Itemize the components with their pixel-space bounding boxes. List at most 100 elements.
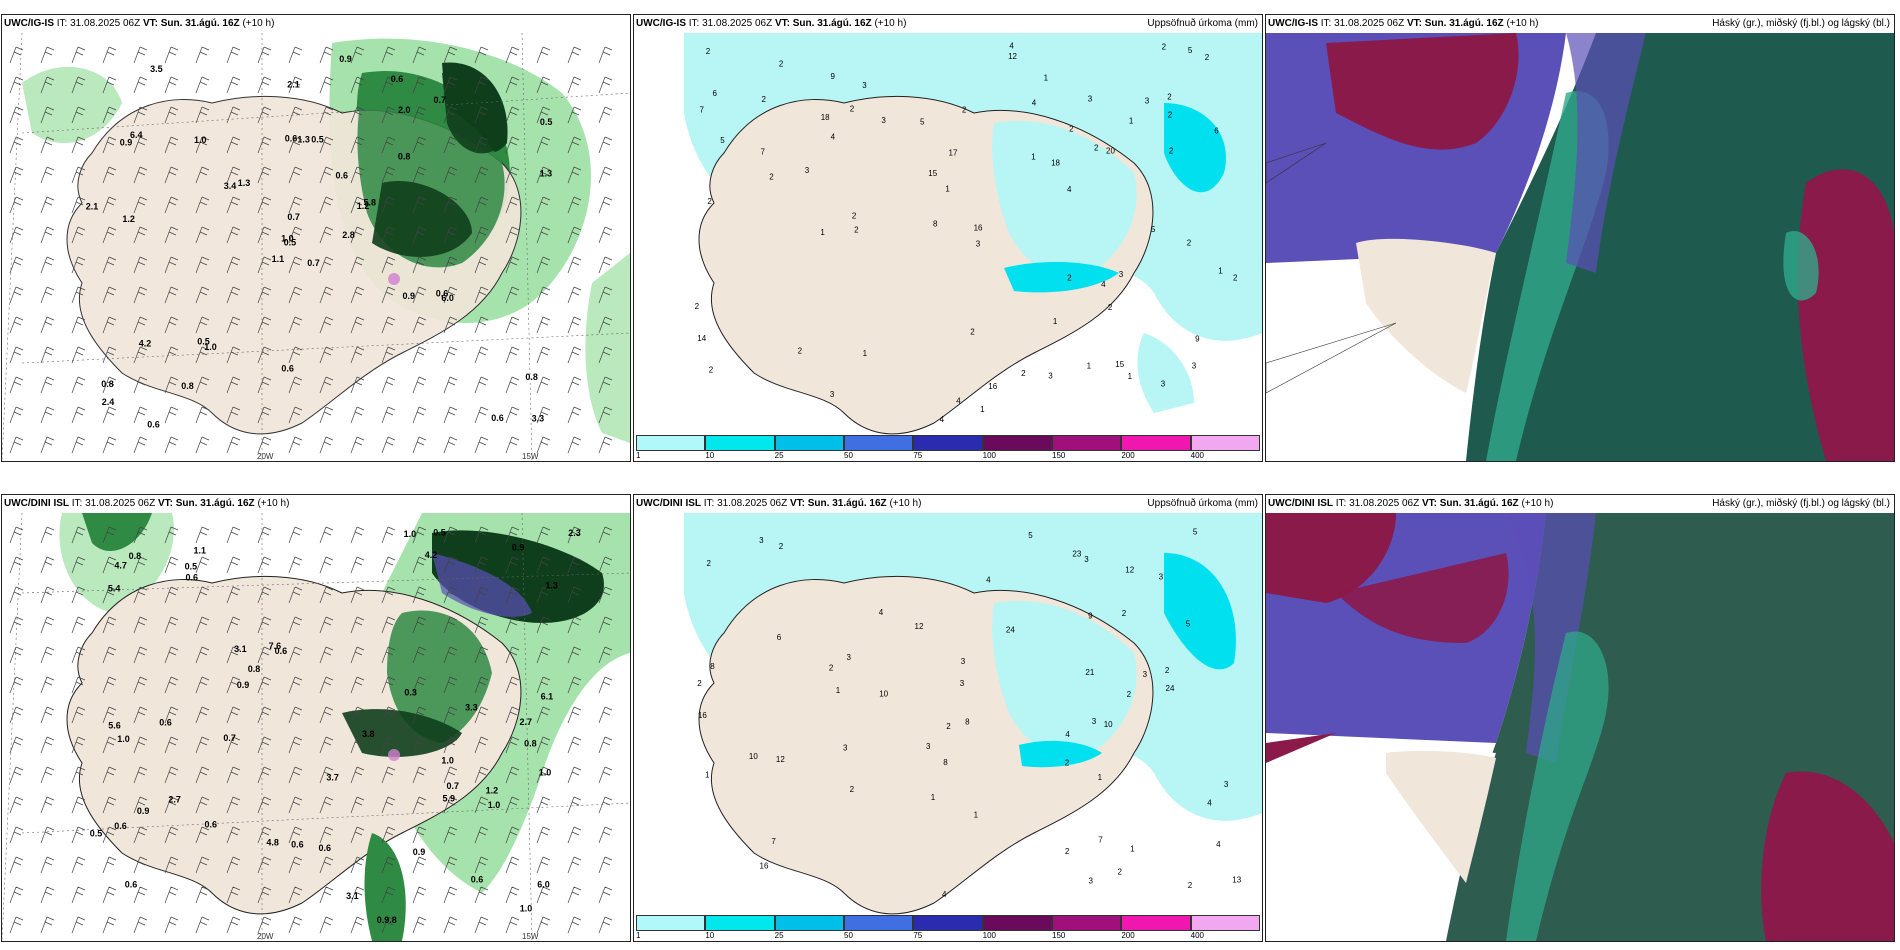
- wind-barb: [226, 826, 241, 844]
- wind-barb: [567, 406, 582, 424]
- wind-barb: [381, 616, 396, 634]
- map-value-label: 1.3: [238, 178, 251, 188]
- wind-barb: [195, 346, 210, 364]
- lead-time: (+10 h): [1506, 18, 1539, 29]
- map-value-label: 1.3: [545, 580, 558, 590]
- map-value-label: 13: [1232, 876, 1241, 885]
- map-value-label: 0.6: [186, 573, 199, 583]
- wind-barb: [9, 406, 24, 424]
- map-value-label: 17: [949, 149, 958, 158]
- wind-barb: [133, 586, 148, 604]
- wind-barb: [71, 676, 86, 694]
- wind-barb: [288, 676, 303, 694]
- wind-barb: [412, 106, 427, 124]
- wind-barb: [71, 916, 86, 934]
- wind-barb: [133, 256, 148, 274]
- wind-barb: [40, 196, 55, 214]
- map-value-label: 2: [1233, 274, 1238, 283]
- wind-barb: [443, 196, 458, 214]
- map-value-label: 3: [862, 81, 867, 90]
- wind-barb: [133, 346, 148, 364]
- wind-barb: [257, 346, 272, 364]
- wind-barb: [288, 766, 303, 784]
- wind-barb: [9, 856, 24, 874]
- map-value-label: 2: [1169, 147, 1174, 156]
- map-value-label: 0.5: [185, 561, 198, 571]
- wind-barb: [567, 526, 582, 544]
- wind-barb: [598, 856, 613, 874]
- wind-barb: [319, 226, 334, 244]
- map-value-label: 5: [920, 117, 925, 126]
- wind-barb: [226, 376, 241, 394]
- wind-barb: [102, 406, 117, 424]
- wind-barb: [319, 556, 334, 574]
- wind-barb: [474, 526, 489, 544]
- lead-time: (+10 h): [257, 498, 290, 509]
- wind-barb: [319, 256, 334, 274]
- wind-barb: [257, 316, 272, 334]
- wind-barb: [9, 76, 24, 94]
- wind-barb: [598, 256, 613, 274]
- wind-barb: [133, 226, 148, 244]
- wind-barb: [40, 676, 55, 694]
- wind-barb: [102, 616, 117, 634]
- wind-barb: [474, 256, 489, 274]
- map-accum-precip: 2 3 3 4 2 2 2 3 4 2 3 4 1 1 2 2 3 10 12 12 8 16 21 23 24 7 6 9 13 12 5…: [634, 513, 1262, 941]
- wind-barb: [443, 586, 458, 604]
- wind-barb: [505, 46, 520, 64]
- map-value-label: 2: [762, 95, 767, 104]
- wind-barb: [412, 916, 427, 934]
- colorbar-swatch: [705, 915, 775, 931]
- map-value-label: 1: [1218, 267, 1223, 276]
- wind-barb: [288, 76, 303, 94]
- wind-barb: [9, 316, 24, 334]
- wind-barb: [567, 166, 582, 184]
- wind-barb: [288, 616, 303, 634]
- wind-barb: [567, 226, 582, 244]
- map-value-label: 14: [697, 334, 706, 343]
- wind-barb: [350, 826, 365, 844]
- wind-barb: [536, 166, 551, 184]
- wind-barb: [567, 256, 582, 274]
- wind-barb: [598, 796, 613, 814]
- map-value-label: 0.9: [237, 680, 250, 690]
- wind-barb: [164, 826, 179, 844]
- wind-barb: [536, 556, 551, 574]
- wind-barb: [102, 106, 117, 124]
- wind-barb: [536, 226, 551, 244]
- wind-barb: [195, 736, 210, 754]
- wind-barb: [319, 136, 334, 154]
- wind-barb: [381, 256, 396, 274]
- wind-barb: [381, 526, 396, 544]
- wind-barb: [567, 346, 582, 364]
- lead-time: (+10 h): [242, 18, 275, 29]
- map-value-label: 4: [1009, 42, 1014, 51]
- map-value-label: 3: [847, 653, 852, 662]
- wind-barb: [40, 346, 55, 364]
- wind-barb: [412, 886, 427, 904]
- wind-barb: [598, 376, 613, 394]
- wind-barb: [412, 256, 427, 274]
- map-value-label: 2: [1187, 239, 1192, 248]
- colorbar-tick: 25: [774, 931, 784, 940]
- wind-barb: [102, 706, 117, 724]
- wind-barb: [195, 676, 210, 694]
- wind-barb: [257, 886, 272, 904]
- map-value-label: 3: [805, 166, 810, 175]
- colorbar-swatch: [982, 435, 1052, 451]
- map-value-label: 4.7: [114, 561, 127, 571]
- colorbar-tick: 400: [1190, 451, 1205, 460]
- wind-barb: [164, 106, 179, 124]
- wind-barb: [9, 886, 24, 904]
- wind-barb: [536, 736, 551, 754]
- map-value-label: 2: [779, 542, 784, 551]
- wind-barb: [226, 46, 241, 64]
- map-value-label: 0.5: [540, 117, 553, 127]
- wind-barb: [288, 286, 303, 304]
- wind-barb: [474, 46, 489, 64]
- wind-barb: [288, 706, 303, 724]
- panel-dini-clouds: UWC/DINI ISL IT: 31.08.2025 06Z VT: Sun.…: [1265, 494, 1895, 942]
- wind-barb: [536, 46, 551, 64]
- wind-barb: [443, 526, 458, 544]
- map-value-label: 10: [749, 752, 758, 761]
